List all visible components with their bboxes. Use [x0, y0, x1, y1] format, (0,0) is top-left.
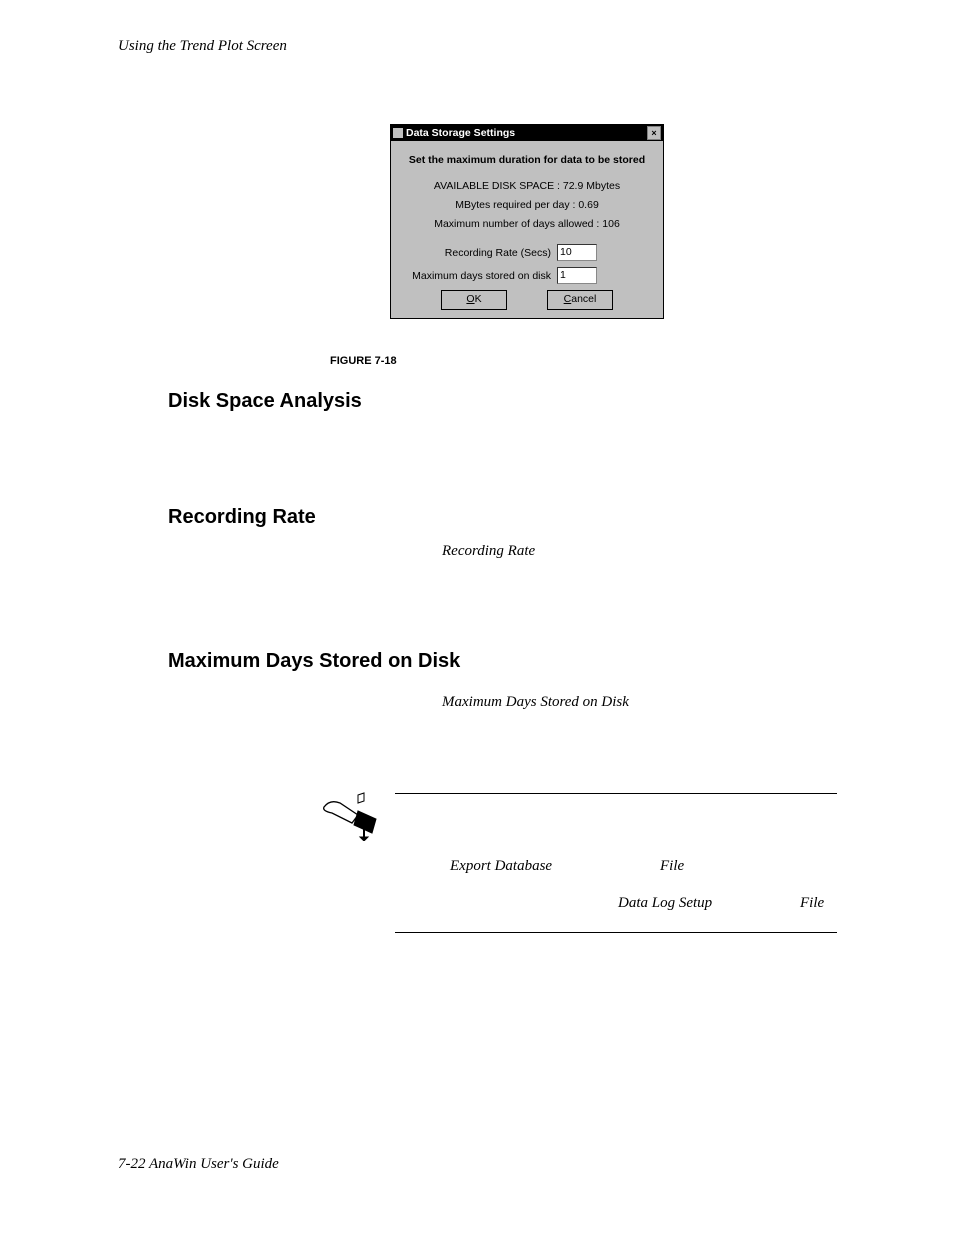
page-footer: 7-22 AnaWin User's Guide — [118, 1156, 279, 1173]
note-file-1: File — [660, 858, 684, 875]
note-export-database: Export Database — [450, 858, 552, 875]
dialog-instruction: Set the maximum duration for data to be … — [397, 154, 657, 166]
dialog-window: Data Storage Settings × Set the maximum … — [390, 124, 664, 319]
section-recording-rate: Recording Rate — [168, 506, 316, 529]
disk-space-text: AVAILABLE DISK SPACE : 72.9 Mbytes — [397, 180, 657, 192]
close-icon[interactable]: × — [647, 126, 661, 140]
note-rule-bottom — [395, 932, 837, 933]
dialog-title: Data Storage Settings — [406, 127, 515, 139]
dialog-titlebar: Data Storage Settings × — [391, 125, 663, 141]
cancel-text: ancel — [571, 293, 596, 305]
figure-caption: FIGURE 7-18 — [330, 355, 397, 367]
max-days-input[interactable]: 1 — [557, 267, 597, 284]
dialog-body: Set the maximum duration for data to be … — [391, 141, 663, 318]
note-icon — [318, 789, 382, 841]
recording-rate-input[interactable]: 10 — [557, 244, 597, 261]
app-icon — [393, 128, 403, 138]
inline-max-days: Maximum Days Stored on Disk — [442, 694, 629, 711]
cancel-button[interactable]: Cancel — [547, 290, 613, 310]
note-file-2: File — [800, 895, 824, 912]
mb-per-day-text: MBytes required per day : 0.69 — [397, 199, 657, 211]
ok-text: K — [475, 293, 482, 305]
note-data-log-setup: Data Log Setup — [618, 895, 712, 912]
section-disk-space-analysis: Disk Space Analysis — [168, 390, 362, 413]
max-days-label: Maximum days stored on disk — [397, 270, 551, 282]
recording-rate-label: Recording Rate (Secs) — [397, 247, 551, 259]
section-max-days: Maximum Days Stored on Disk — [168, 650, 460, 673]
max-days-allowed-text: Maximum number of days allowed : 106 — [397, 218, 657, 230]
ok-button[interactable]: OK — [441, 290, 507, 310]
page-header: Using the Trend Plot Screen — [118, 38, 287, 55]
note-rule-top — [395, 793, 837, 794]
inline-recording-rate: Recording Rate — [442, 543, 535, 560]
